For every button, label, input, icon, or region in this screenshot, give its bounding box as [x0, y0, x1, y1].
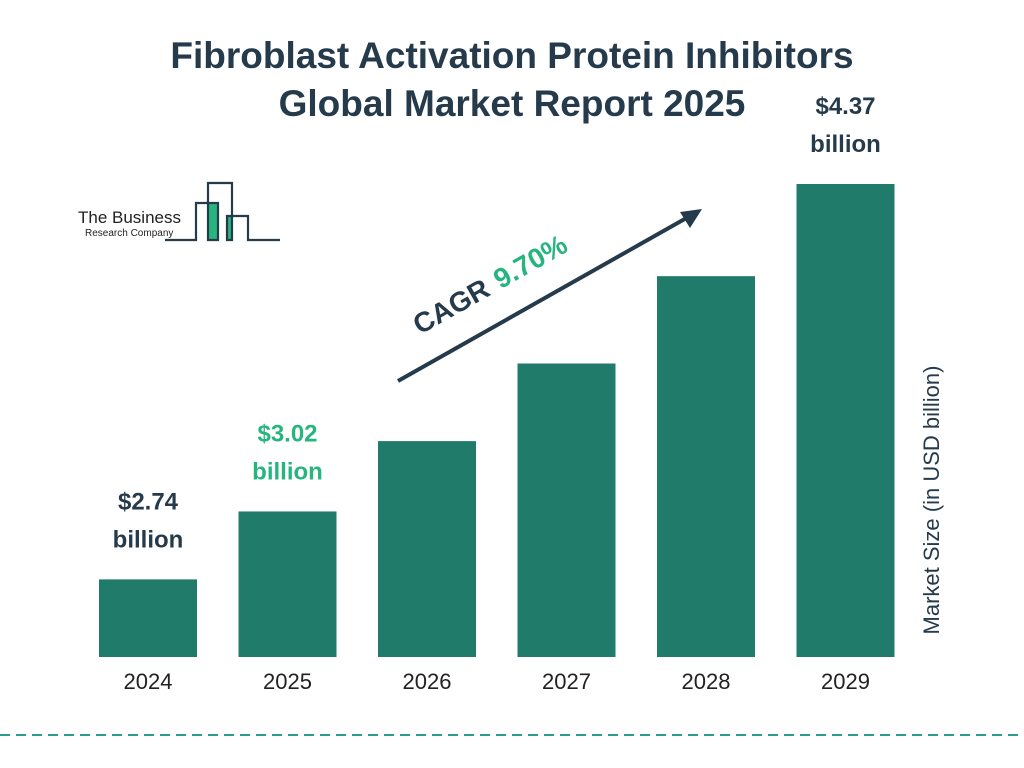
logo-buildings — [165, 181, 280, 242]
svg-text:CAGR9.70%: CAGR9.70% — [408, 229, 573, 341]
data-label-value: $3.02 — [257, 420, 317, 447]
chart-title: Fibroblast Activation Protein Inhibitors… — [170, 35, 854, 124]
x-tick-label: 2028 — [682, 669, 731, 694]
y-axis-label: Market Size (in USD billion) — [919, 365, 944, 635]
bar-2029 — [796, 184, 895, 657]
bar-2024 — [99, 579, 197, 657]
cagr-annotation: CAGR9.70% — [397, 209, 702, 383]
logo: The Business Research Company — [78, 181, 280, 242]
data-label-unit: billion — [810, 131, 881, 158]
data-label-value: $4.37 — [815, 93, 875, 120]
arrow-head-icon — [680, 209, 702, 228]
cagr-label: CAGR — [408, 273, 495, 341]
x-tick-label: 2024 — [124, 669, 173, 694]
x-tick-label: 2027 — [542, 669, 591, 694]
data-label-unit: billion — [113, 526, 184, 553]
logo-bar-green — [209, 204, 218, 240]
data-label-value: $2.74 — [118, 488, 179, 515]
bar-2028 — [657, 276, 755, 657]
x-tick-label: 2026 — [403, 669, 452, 694]
x-tick-label: 2029 — [821, 669, 870, 694]
logo-bar-green — [227, 216, 232, 240]
cagr-arrow — [397, 214, 691, 383]
logo-text-line1: The Business — [78, 208, 181, 227]
bar-2027 — [517, 363, 616, 657]
bar-2025 — [238, 511, 337, 657]
x-tick-label: 2025 — [263, 669, 312, 694]
bar-2026 — [378, 441, 476, 657]
logo-text-line2: Research Company — [85, 228, 173, 239]
data-label-unit: billion — [252, 458, 323, 485]
cagr-value: 9.70% — [488, 229, 572, 295]
